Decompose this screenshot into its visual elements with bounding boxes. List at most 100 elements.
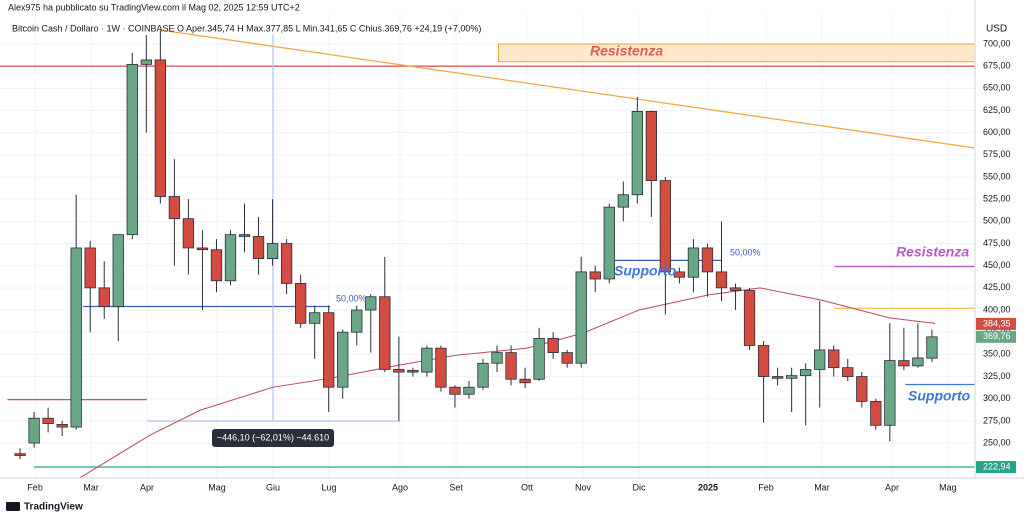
annotation: Resistenza <box>590 43 663 59</box>
candle-body <box>154 59 166 197</box>
y-tick-label: 325,00 <box>983 371 1011 381</box>
x-tick-label: Lug <box>321 482 336 492</box>
price-tag-label: 384,35 <box>983 318 1011 328</box>
candle-body <box>337 331 349 388</box>
candle-body <box>533 338 545 380</box>
x-tick-label: Mar <box>83 482 99 492</box>
candle-body <box>757 345 770 377</box>
candles <box>14 30 938 460</box>
candle-body <box>631 110 643 196</box>
y-tick-label: 700,00 <box>983 38 1011 48</box>
candle-body <box>926 336 938 359</box>
candle-body <box>323 312 335 388</box>
candle-body <box>435 347 447 388</box>
annotation: 50,00% <box>336 293 367 303</box>
candle-body <box>463 386 475 395</box>
axes: 250,00275,00300,00325,00350,00375,00400,… <box>27 38 1016 492</box>
annotation: Supporto <box>614 263 677 279</box>
candle-body <box>800 369 812 377</box>
measure-box <box>212 429 334 447</box>
candle-body <box>309 312 321 324</box>
x-tick-label: Apr <box>140 482 154 492</box>
candle-body <box>140 59 152 65</box>
candle-body <box>659 180 672 273</box>
x-tick-label: Ago <box>392 482 408 492</box>
y-tick-label: 350,00 <box>983 349 1011 359</box>
candle-body <box>603 206 615 280</box>
y-tick-label: 500,00 <box>983 216 1011 226</box>
y-tick-label: 475,00 <box>983 238 1011 248</box>
y-tick-label: 575,00 <box>983 149 1011 159</box>
candle-body <box>365 296 377 311</box>
candle-body <box>477 362 489 388</box>
x-tick-label: Mag <box>208 482 226 492</box>
price-tag-label: 369,76 <box>983 331 1011 341</box>
x-tick-label: Feb <box>758 482 774 492</box>
resistance-zone <box>497 43 976 63</box>
candle-body <box>252 236 265 259</box>
candle-body <box>168 196 181 220</box>
y-tick-label: 675,00 <box>983 61 1011 71</box>
candle-body <box>238 234 251 237</box>
candle-body <box>14 453 26 456</box>
candle-body <box>617 194 629 208</box>
y-tick-label: 650,00 <box>983 83 1011 93</box>
candle-body <box>575 271 587 364</box>
y-tick-label: 400,00 <box>983 304 1011 314</box>
candle-body <box>814 349 826 370</box>
candle-body <box>407 369 419 373</box>
candle-body <box>856 376 868 402</box>
x-tick-label: Mar <box>814 482 830 492</box>
candle-body <box>56 424 68 428</box>
candle-body <box>687 247 700 278</box>
candle-body <box>379 296 391 370</box>
brand-logo <box>6 502 20 511</box>
candle-body <box>491 352 503 364</box>
annotation: Supporto <box>908 388 971 404</box>
price-tag-label: 222,94 <box>983 461 1011 471</box>
candle-body <box>673 271 686 278</box>
chart-title: Bitcoin Cash / Dollaro · 1W · COINBASE O… <box>12 23 481 33</box>
candle-body <box>898 360 910 367</box>
candle-body <box>743 290 756 346</box>
price-tag <box>976 317 1016 330</box>
candle-body <box>912 357 924 367</box>
currency: USD <box>986 24 1007 35</box>
price-tag <box>976 461 1016 474</box>
candle-body <box>42 417 54 424</box>
candle-body <box>701 247 714 273</box>
candle-body <box>771 376 784 379</box>
x-tick-label: Mag <box>939 482 957 492</box>
candle-body <box>182 218 195 249</box>
annotation: Resistenza <box>896 244 969 260</box>
candle-body <box>393 369 405 373</box>
x-tick-label: 2025 <box>698 482 718 492</box>
candle-body <box>112 234 124 307</box>
y-tick-label: 425,00 <box>983 282 1011 292</box>
candle-body <box>280 243 293 284</box>
annotation: 50,00% <box>730 247 761 257</box>
candle-body <box>870 400 882 426</box>
x-tick-label: Feb <box>27 482 43 492</box>
candle-body <box>196 247 209 251</box>
y-tick-label: 525,00 <box>983 194 1011 204</box>
annotation: −446,10 (−62,01%) −44.610 <box>217 432 329 442</box>
candle-body <box>715 271 728 289</box>
candle-body <box>785 375 798 379</box>
x-tick-label: Nov <box>575 482 592 492</box>
candle-body <box>519 378 531 384</box>
candle-body <box>351 309 363 333</box>
candle-body <box>589 271 601 280</box>
publisher: Alex975 ha pubblicato su TradingView.com… <box>8 2 300 12</box>
price-tag <box>976 330 1016 343</box>
drawings <box>0 29 976 479</box>
x-tick-label: Dic <box>633 482 646 492</box>
brand: TradingView <box>24 502 83 513</box>
candle-body <box>224 234 237 282</box>
candle-body <box>294 283 307 324</box>
candle-body <box>266 243 279 259</box>
